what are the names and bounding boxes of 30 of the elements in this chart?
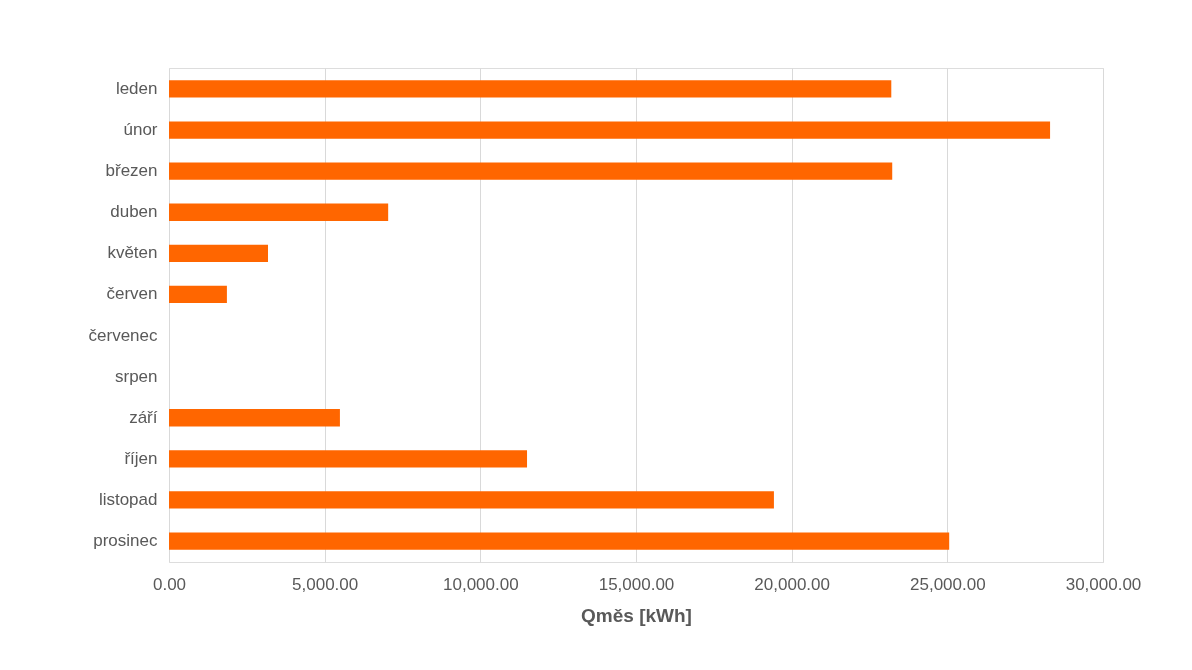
x-tick-label: 30,000.00: [1065, 574, 1142, 594]
x-tick-label: 20,000.00: [754, 574, 830, 594]
bar: [169, 244, 268, 262]
x-tick-label: 0.00: [152, 574, 187, 594]
x-tick-label: 25,000.00: [910, 574, 986, 594]
y-tick-label: prosinec: [93, 531, 158, 551]
y-tick-label: květen: [107, 243, 158, 263]
bar: [169, 532, 950, 550]
y-tick-label: červen: [106, 284, 158, 304]
y-tick-label: listopad: [98, 489, 158, 509]
x-tick-label: 5,000.00: [292, 574, 359, 594]
bar: [169, 162, 893, 180]
bar: [169, 285, 227, 304]
y-tick-label: září: [129, 407, 158, 427]
y-tick-label: srpen: [114, 366, 158, 386]
bar: [169, 203, 389, 221]
y-tick-label: únor: [123, 120, 158, 140]
bar: [169, 121, 1051, 139]
y-tick-label: říjen: [124, 448, 158, 468]
bar: [169, 491, 774, 509]
y-tick-label: leden: [115, 78, 158, 98]
bar: [169, 80, 892, 98]
y-tick-label: duben: [110, 202, 158, 222]
x-axis-title: Qměs [kWh]: [581, 604, 692, 626]
bar: [169, 450, 528, 468]
y-tick-label: červenec: [88, 325, 158, 345]
x-tick-label: 15,000.00: [598, 574, 675, 594]
bar: [169, 409, 340, 427]
y-tick-label: březen: [105, 161, 158, 181]
x-tick-label: 10,000.00: [443, 574, 519, 594]
